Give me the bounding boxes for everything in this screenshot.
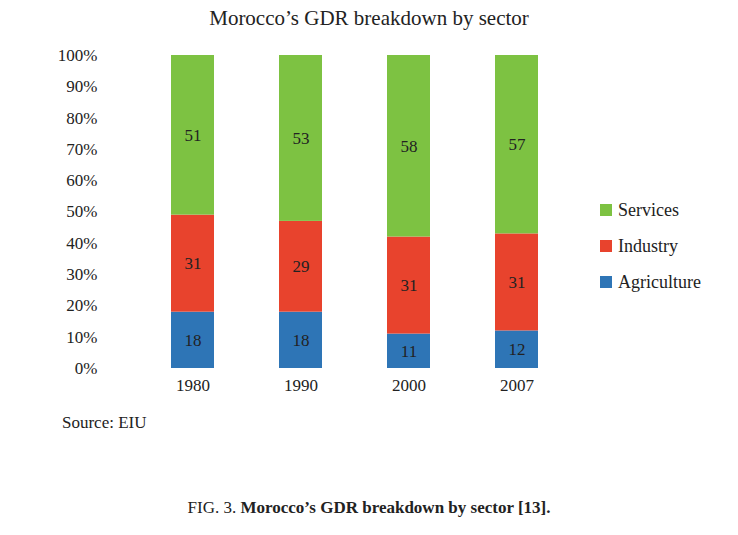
html-text:Morocco’s GDR breakdown by sec: Morocco’s GDR breakdown by sector (209, 6, 529, 30)
svg-text:12: 12 (509, 340, 526, 359)
html-text:Agriculture: Agriculture (618, 271, 701, 292)
svg-text:60%: 60% (66, 171, 97, 190)
html-text:Source: EIU: Source: EIU (62, 413, 147, 432)
html-text:Industry: Industry (618, 235, 678, 256)
svg-text:57: 57 (509, 135, 527, 154)
svg-text:31: 31 (509, 273, 526, 292)
html-text:Services: Services (618, 199, 679, 220)
svg-text:29: 29 (293, 257, 310, 276)
svg-text:2007: 2007 (500, 376, 535, 395)
svg-text:30%: 30% (66, 265, 97, 284)
svg-text:51: 51 (185, 126, 202, 145)
html-text:FIG. 3. Morocco’s GDR breakdow: FIG. 3. Morocco’s GDR breakdown by secto… (187, 498, 551, 517)
svg-text:70%: 70% (66, 140, 97, 159)
svg-text:40%: 40% (66, 234, 97, 253)
svg-text:80%: 80% (66, 109, 97, 128)
svg-text:100%: 100% (58, 46, 98, 65)
svg-text:31: 31 (185, 254, 202, 273)
svg-text:20%: 20% (66, 296, 97, 315)
svg-text:31: 31 (401, 276, 418, 295)
svg-text:2000: 2000 (392, 376, 426, 395)
svg-text:11: 11 (401, 342, 417, 361)
svg-text:90%: 90% (66, 77, 97, 96)
svg-text:10%: 10% (66, 328, 97, 347)
svg-text:53: 53 (293, 129, 310, 148)
svg-text:18: 18 (293, 331, 310, 350)
svg-text:1980: 1980 (176, 376, 210, 395)
svg-text:0%: 0% (75, 359, 98, 378)
svg-text:58: 58 (401, 137, 418, 156)
svg-text:1990: 1990 (284, 376, 318, 395)
svg-text:18: 18 (185, 331, 202, 350)
svg-text:50%: 50% (66, 202, 97, 221)
